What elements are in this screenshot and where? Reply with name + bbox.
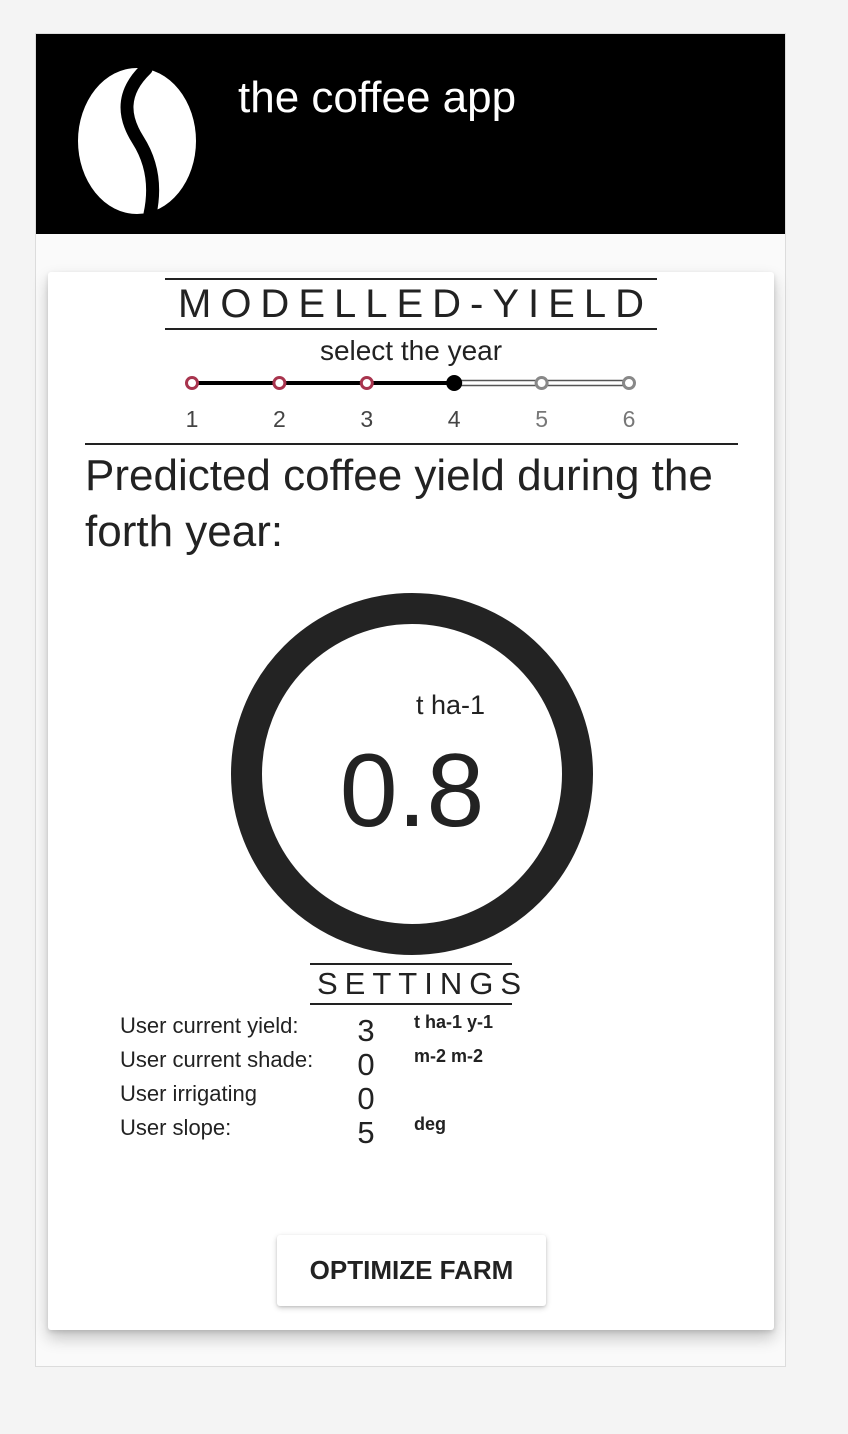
year-stepper: 1 2 3 4 5 6 — [168, 368, 648, 436]
setting-value: 5 — [357, 1115, 375, 1150]
coffee-bean-icon — [76, 62, 198, 221]
year-prompt: select the year — [319, 335, 503, 366]
setting-label: User current yield: — [120, 1013, 299, 1038]
app-title: the coffee app — [238, 73, 517, 122]
setting-label: User irrigating — [120, 1081, 257, 1106]
yield-unit: t ha-1 — [416, 690, 486, 720]
setting-row: User current shade: 0 m-2 m-2 — [120, 1044, 640, 1082]
setting-label: User current shade: — [120, 1047, 314, 1072]
year-step-label-1[interactable]: 1 — [185, 406, 199, 432]
section-title: MODELLED-YIELD — [165, 278, 657, 330]
setting-row: User slope: 5 deg — [120, 1112, 640, 1150]
year-step-label-2[interactable]: 2 — [272, 406, 286, 432]
divider — [85, 443, 738, 445]
setting-row: User irrigating 0 — [120, 1078, 640, 1116]
year-step-1[interactable] — [185, 376, 199, 390]
year-step-label-6[interactable]: 6 — [622, 406, 636, 432]
yield-value: 0.8 — [339, 733, 485, 849]
year-step-6[interactable] — [622, 376, 636, 390]
year-step-2[interactable] — [272, 376, 287, 390]
app-header: the coffee app — [36, 34, 785, 234]
stepper-track — [185, 375, 636, 391]
settings-table: User current yield: 3 t ha-1 y-1 User curre… — [120, 1010, 640, 1150]
setting-value: 0 — [357, 1047, 375, 1082]
optimize-farm-button[interactable]: OPTIMIZE FARM — [277, 1235, 546, 1306]
setting-value: 3 — [357, 1013, 375, 1048]
settings-title: SETTINGS — [310, 963, 521, 1005]
setting-value: 0 — [357, 1081, 375, 1116]
setting-unit: deg — [414, 1114, 447, 1134]
year-step-3[interactable] — [359, 376, 374, 390]
setting-row: User current yield: 3 t ha-1 y-1 — [120, 1010, 640, 1048]
year-step-label-3[interactable]: 3 — [360, 406, 374, 432]
app-frame: the coffee app MODELLED-YIELD select the… — [35, 33, 786, 1367]
setting-label: User slope: — [120, 1115, 232, 1140]
year-step-label-4[interactable]: 4 — [447, 406, 461, 432]
year-step-label-5[interactable]: 5 — [535, 406, 548, 432]
setting-unit: t ha-1 y-1 — [414, 1012, 494, 1032]
year-step-5[interactable] — [534, 376, 549, 390]
modelled-yield-card: MODELLED-YIELD select the year 1 2 3 4 5 6 Pr… — [48, 272, 774, 1330]
prediction-heading: Predicted coffee yield during the forth … — [85, 451, 713, 556]
yield-gauge: t ha-1 0.8 — [231, 593, 593, 955]
setting-unit: m-2 m-2 — [414, 1046, 484, 1066]
year-step-4[interactable] — [446, 375, 463, 391]
